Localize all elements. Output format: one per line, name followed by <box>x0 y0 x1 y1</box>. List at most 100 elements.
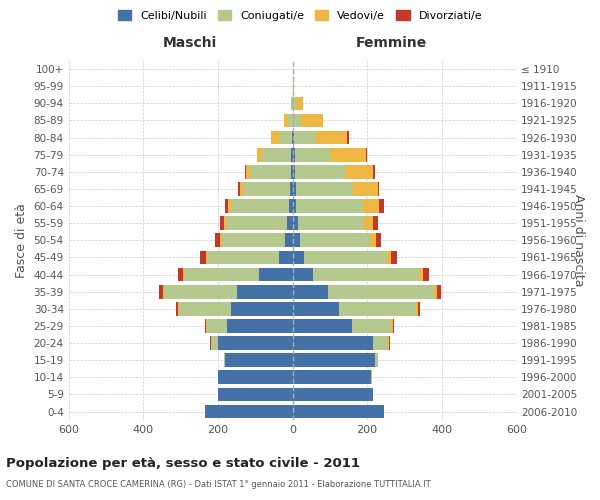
Bar <box>293 250 304 264</box>
Bar <box>292 96 293 110</box>
Bar <box>200 250 206 264</box>
Text: Maschi: Maschi <box>163 36 217 50</box>
Bar <box>339 302 416 316</box>
Bar <box>293 336 373 350</box>
Bar <box>206 319 207 333</box>
Bar <box>284 114 288 128</box>
Bar <box>220 234 221 247</box>
Bar <box>353 182 377 196</box>
Bar <box>293 404 384 418</box>
Bar <box>287 216 293 230</box>
Bar <box>373 165 375 178</box>
Bar <box>300 234 370 247</box>
Bar <box>227 319 293 333</box>
Bar <box>374 354 379 367</box>
Bar <box>206 250 207 264</box>
Bar <box>293 199 296 213</box>
Bar <box>211 336 218 350</box>
Bar <box>179 302 231 316</box>
Bar <box>215 234 220 247</box>
Bar <box>293 302 339 316</box>
Bar <box>290 96 292 110</box>
Bar <box>293 80 295 93</box>
Bar <box>224 216 226 230</box>
Bar <box>244 182 290 196</box>
Bar <box>373 336 388 350</box>
Bar <box>296 96 303 110</box>
Bar <box>239 182 244 196</box>
Bar <box>231 199 289 213</box>
Y-axis label: Fasce di età: Fasce di età <box>15 203 28 278</box>
Text: COMUNE DI SANTA CROCE CAMERINA (RG) - Dati ISTAT 1° gennaio 2011 - Elaborazione : COMUNE DI SANTA CROCE CAMERINA (RG) - Da… <box>6 480 431 489</box>
Bar <box>371 370 373 384</box>
Bar <box>293 234 300 247</box>
Bar <box>330 148 365 162</box>
Bar <box>379 199 383 213</box>
Bar <box>365 148 367 162</box>
Bar <box>391 319 392 333</box>
Legend: Celibi/Nubili, Coniugati/e, Vedovi/e, Divorziati/e: Celibi/Nubili, Coniugati/e, Vedovi/e, Di… <box>113 6 487 25</box>
Bar <box>224 354 226 367</box>
Bar <box>231 302 293 316</box>
Bar <box>226 216 287 230</box>
Bar <box>377 182 379 196</box>
Bar <box>388 336 389 350</box>
Bar <box>437 285 442 298</box>
Bar <box>226 354 293 367</box>
Bar <box>304 250 386 264</box>
Bar <box>289 199 293 213</box>
Bar <box>183 268 184 281</box>
Bar <box>218 336 293 350</box>
Bar <box>229 199 231 213</box>
Bar <box>293 216 298 230</box>
Bar <box>220 216 224 230</box>
Bar <box>163 285 164 298</box>
Bar <box>285 234 293 247</box>
Bar <box>293 319 352 333</box>
Bar <box>293 268 313 281</box>
Bar <box>419 268 423 281</box>
Bar <box>176 302 178 316</box>
Bar <box>370 234 376 247</box>
Bar <box>373 216 377 230</box>
Bar <box>218 370 293 384</box>
Text: Femmine: Femmine <box>355 36 427 50</box>
Bar <box>205 319 206 333</box>
Bar <box>313 268 419 281</box>
Bar <box>178 302 179 316</box>
Bar <box>290 165 293 178</box>
Bar <box>207 319 227 333</box>
Bar <box>364 216 373 230</box>
Bar <box>295 165 345 178</box>
Bar <box>293 388 373 402</box>
Bar <box>271 131 279 144</box>
Bar <box>293 114 301 128</box>
Bar <box>434 285 437 298</box>
Bar <box>293 96 296 110</box>
Bar <box>178 268 183 281</box>
Bar <box>288 114 293 128</box>
Bar <box>295 148 330 162</box>
Bar <box>316 131 347 144</box>
Bar <box>279 131 292 144</box>
Bar <box>296 182 353 196</box>
Bar <box>416 302 418 316</box>
Bar <box>293 285 328 298</box>
Bar <box>293 165 295 178</box>
Bar <box>294 131 316 144</box>
Bar <box>386 250 391 264</box>
Bar <box>391 250 397 264</box>
Bar <box>245 165 246 178</box>
Bar <box>207 250 280 264</box>
Bar <box>236 285 293 298</box>
Bar <box>291 148 293 162</box>
Bar <box>292 131 293 144</box>
Bar <box>347 131 349 144</box>
Text: Popolazione per età, sesso e stato civile - 2011: Popolazione per età, sesso e stato civil… <box>6 458 360 470</box>
Y-axis label: Anni di nascita: Anni di nascita <box>572 194 585 286</box>
Bar <box>238 182 239 196</box>
Bar <box>160 285 163 298</box>
Bar <box>376 234 381 247</box>
Bar <box>418 302 420 316</box>
Bar <box>221 234 285 247</box>
